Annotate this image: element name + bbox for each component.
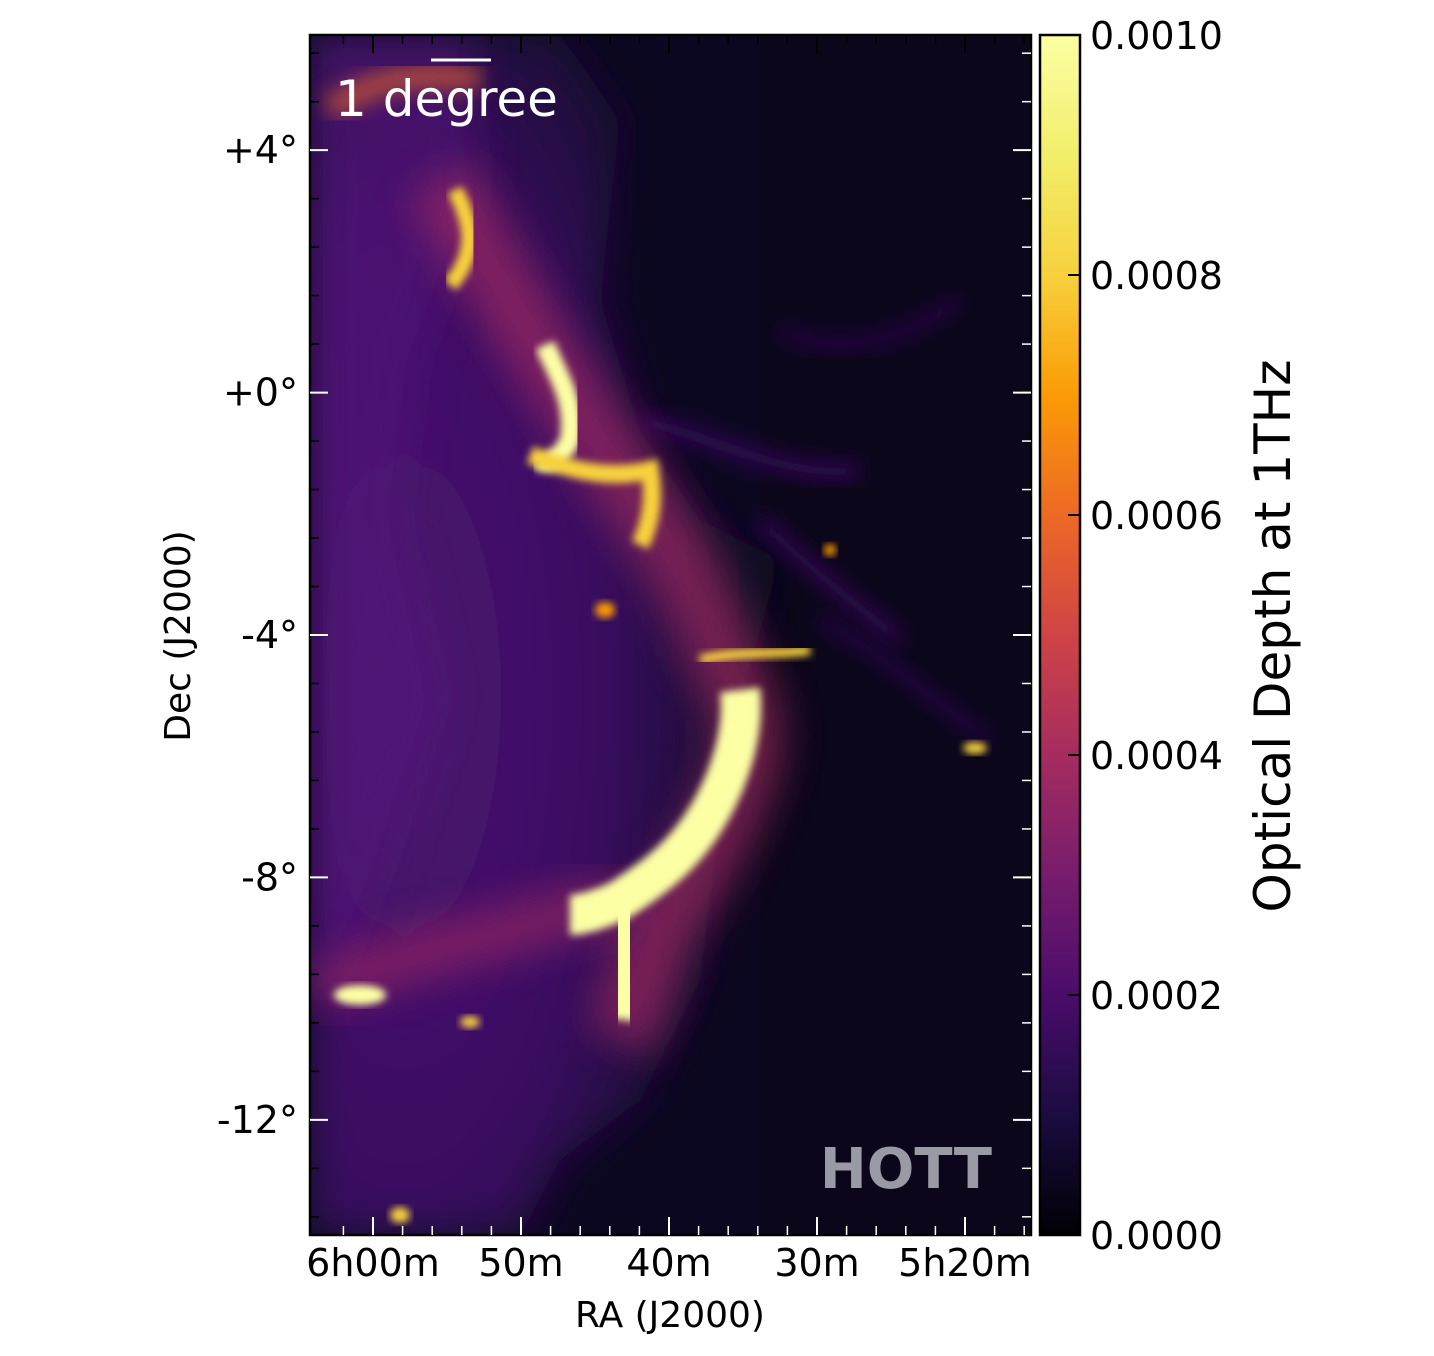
x-ticks xyxy=(342,35,1025,1235)
colorbar-tick-label: 0.0008 xyxy=(1090,254,1223,298)
x-tick-label: 40m xyxy=(626,1241,711,1285)
x-tick-labels: 6h00m 50m 40m 30m 5h20m xyxy=(306,1241,1032,1285)
y-tick-labels: +4° +0° -4° -8° -12° xyxy=(217,128,298,1142)
colorbar xyxy=(1040,35,1080,1235)
y-tick-label: +0° xyxy=(223,371,298,415)
colorbar-tick-label: 0.0002 xyxy=(1090,974,1223,1018)
x-tick-label: 50m xyxy=(478,1241,563,1285)
optical-depth-map xyxy=(310,35,1031,1235)
scale-bar-label: 1 degree xyxy=(335,70,558,128)
y-ticks xyxy=(310,52,1031,1218)
x-tick-label: 5h20m xyxy=(898,1241,1032,1285)
x-axis-title: RA (J2000) xyxy=(575,1295,765,1336)
y-axis-title: Dec (J2000) xyxy=(158,530,199,741)
x-tick-label: 30m xyxy=(774,1241,859,1285)
colorbar-tick-label: 0.0010 xyxy=(1090,14,1223,58)
colorbar-tick-labels: 0.0000 0.0002 0.0004 0.0006 0.0008 0.0010 xyxy=(1090,14,1223,1258)
colorbar-frame xyxy=(1038,33,1082,1237)
x-tick-label: 6h00m xyxy=(306,1241,440,1285)
y-tick-label: +4° xyxy=(223,128,298,172)
colorbar-tick-label: 0.0006 xyxy=(1090,494,1223,538)
colorbar-tick-label: 0.0004 xyxy=(1090,734,1223,778)
colorbar-ticks xyxy=(1068,34,1080,1236)
y-tick-label: -8° xyxy=(241,855,298,899)
colorbar-tick-label: 0.0000 xyxy=(1090,1214,1223,1258)
hott-watermark: HOTT xyxy=(820,1137,992,1202)
y-tick-label: -4° xyxy=(241,613,298,657)
y-tick-label: -12° xyxy=(217,1098,298,1142)
colorbar-title: Optical Depth at 1THz xyxy=(1244,359,1302,912)
